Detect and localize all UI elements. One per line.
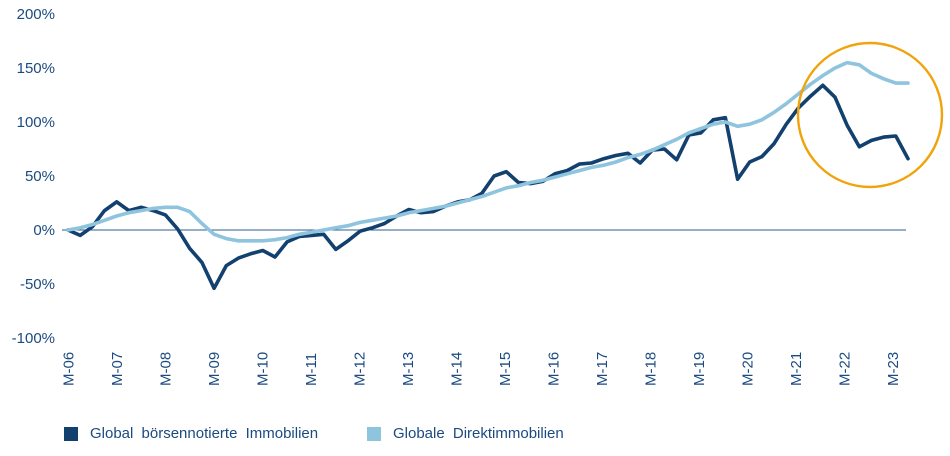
x-axis-label: M-10 xyxy=(255,352,272,386)
x-axis-label: M-16 xyxy=(546,352,563,386)
x-axis-label: M-08 xyxy=(158,352,175,386)
x-axis-label: M-20 xyxy=(740,352,757,386)
x-axis-label: M-17 xyxy=(594,352,611,386)
y-axis-label: 150% xyxy=(17,60,55,77)
x-axis-label: M-06 xyxy=(61,352,78,386)
x-axis-label: M-19 xyxy=(691,352,708,386)
highlight-circle xyxy=(796,41,944,189)
x-axis-label: M-11 xyxy=(303,353,320,386)
x-axis-label: M-09 xyxy=(206,352,223,386)
series-line-direct xyxy=(66,60,910,243)
y-axis-label: 200% xyxy=(17,6,55,23)
series-line-listed xyxy=(66,83,910,291)
legend-swatch-direct-icon xyxy=(367,426,381,441)
legend-item-listed: Global börsennotierte Immobilien xyxy=(64,425,318,442)
y-axis-label: 50% xyxy=(25,168,55,185)
line-chart: 200% 150% 100% 50% 0% -50% -100% M-06 M-07 M-08 M-… xyxy=(12,6,944,386)
x-axis-label: M-07 xyxy=(109,352,126,386)
x-axis-label: M-23 xyxy=(885,352,902,386)
legend-swatch-listed-icon xyxy=(64,426,78,441)
x-axis-label: M-22 xyxy=(837,352,854,386)
y-axis-label: 100% xyxy=(17,114,55,131)
x-axis-label: M-14 xyxy=(449,352,466,386)
y-axis-label: 0% xyxy=(33,222,55,239)
legend-item-direct: Globale Direktimmobilien xyxy=(367,425,564,442)
x-axis-label: M-12 xyxy=(352,352,369,386)
legend-label-direct: Globale Direktimmobilien xyxy=(393,425,564,442)
y-axis-label: -50% xyxy=(20,276,55,293)
x-axis-label: M-18 xyxy=(643,352,660,386)
x-axis-label: M-15 xyxy=(497,352,514,386)
x-axis-label: M-13 xyxy=(400,352,417,386)
y-axis-label: -100% xyxy=(12,330,55,347)
x-axis-label: M-21 xyxy=(788,352,805,386)
legend-label-listed: Global börsennotierte Immobilien xyxy=(90,425,319,442)
